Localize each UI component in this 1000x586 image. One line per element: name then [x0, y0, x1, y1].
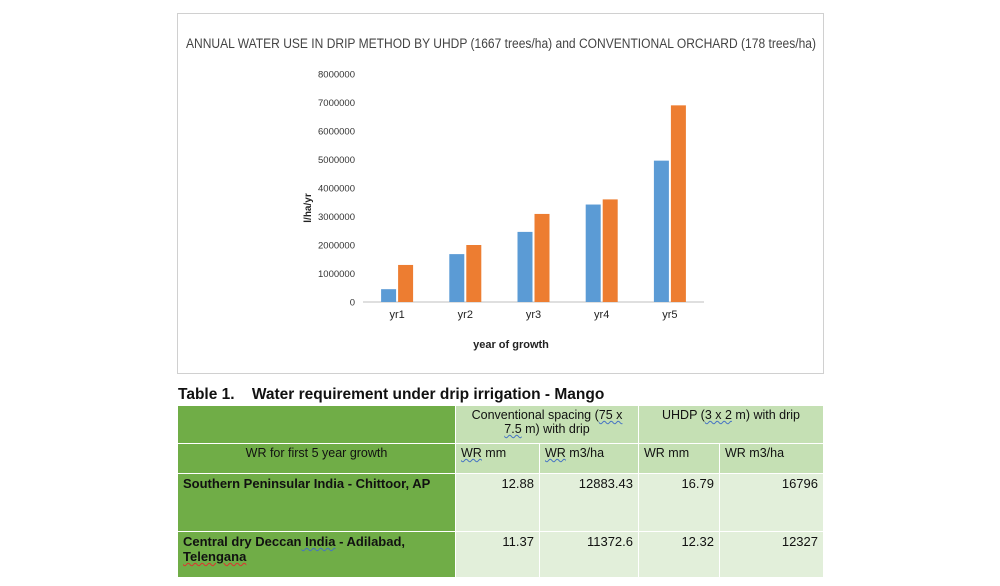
row-label-central: Central dry Deccan India - Adilabad, Tele… — [177, 531, 456, 578]
bar-yr2-series-1 — [449, 254, 465, 302]
header-empty-cell — [177, 405, 456, 444]
table-header-group-row: Conventional spacing (75 x 7.5 m) with dr… — [177, 405, 824, 444]
table-header-column-row: WR for first 5 year growth WR mm WR m3/h… — [177, 443, 824, 474]
header-conventional-group: Conventional spacing (75 x 7.5 m) with dr… — [455, 405, 639, 444]
x-tick-label: yr4 — [594, 309, 609, 321]
y-tick-label: 5000000 — [318, 155, 355, 166]
y-tick-label: 3000000 — [318, 212, 355, 223]
cell-value: 12883.43 — [539, 473, 639, 532]
y-tick-label: 7000000 — [318, 98, 355, 109]
cell-value: 11372.6 — [539, 531, 639, 578]
y-tick-label: 8000000 — [318, 70, 355, 81]
row-header-label: WR for first 5 year growth — [177, 443, 456, 474]
y-tick-label: 6000000 — [318, 127, 355, 138]
y-tick-label: 2000000 — [318, 241, 355, 252]
cell-value: 12.32 — [638, 531, 720, 578]
cell-value: 12327 — [719, 531, 824, 578]
x-tick-label: yr3 — [526, 309, 541, 321]
col-wr-m3-uhdp: WR m3/ha — [719, 443, 824, 474]
col-wr-m3-conventional: WR m3/ha — [539, 443, 639, 474]
table-caption-number: Table 1. — [178, 386, 235, 403]
table-caption-text: Water requirement under drip irrigation … — [251, 386, 605, 403]
header-uhdp-group: UHDP (3 x 2 m) with drip — [638, 405, 824, 444]
cell-value: 16796 — [719, 473, 824, 532]
x-axis-label: year of growth — [473, 339, 549, 351]
bar-yr1-series-2 — [398, 264, 414, 302]
bar-yr3-series-2 — [534, 213, 550, 302]
col-wr-mm-uhdp: WR mm — [638, 443, 720, 474]
bar-yr5-series-1 — [653, 160, 669, 302]
y-axis-label: l/ha/yr — [303, 193, 314, 223]
cell-value: 11.37 — [455, 531, 540, 578]
bar-chart: ANNUAL WATER USE IN DRIP METHOD BY UHDP … — [186, 36, 816, 351]
x-tick-label: yr2 — [458, 309, 473, 321]
bar-yr3-series-1 — [517, 231, 533, 302]
row-label-southern: Southern Peninsular India - Chittoor, AP — [177, 473, 456, 532]
y-tick-label: 4000000 — [318, 184, 355, 195]
col-wr-mm-conventional: WR mm — [455, 443, 540, 474]
cell-value: 12.88 — [455, 473, 540, 532]
cell-value: 16.79 — [638, 473, 720, 532]
table-row: Central dry Deccan India - Adilabad, Tele… — [177, 531, 824, 578]
y-tick-label: 0 — [350, 298, 355, 309]
table-row: Southern Peninsular India - Chittoor, AP… — [177, 473, 824, 532]
bar-yr4-series-1 — [585, 204, 601, 302]
bar-yr4-series-2 — [602, 199, 618, 302]
chart-panel: ANNUAL WATER USE IN DRIP METHOD BY UHDP … — [177, 13, 824, 374]
chart-title: ANNUAL WATER USE IN DRIP METHOD BY UHDP … — [186, 36, 816, 51]
bar-yr2-series-2 — [466, 245, 482, 302]
y-tick-label: 1000000 — [318, 269, 355, 280]
water-requirement-table: Conventional spacing (75 x 7.5 m) with dr… — [177, 405, 824, 578]
x-tick-label: yr1 — [389, 309, 404, 321]
table-caption: Table 1. Water requirement under drip ir… — [178, 386, 604, 404]
x-tick-label: yr5 — [662, 309, 677, 321]
bar-yr5-series-2 — [670, 105, 686, 302]
bar-yr1-series-1 — [381, 289, 397, 302]
